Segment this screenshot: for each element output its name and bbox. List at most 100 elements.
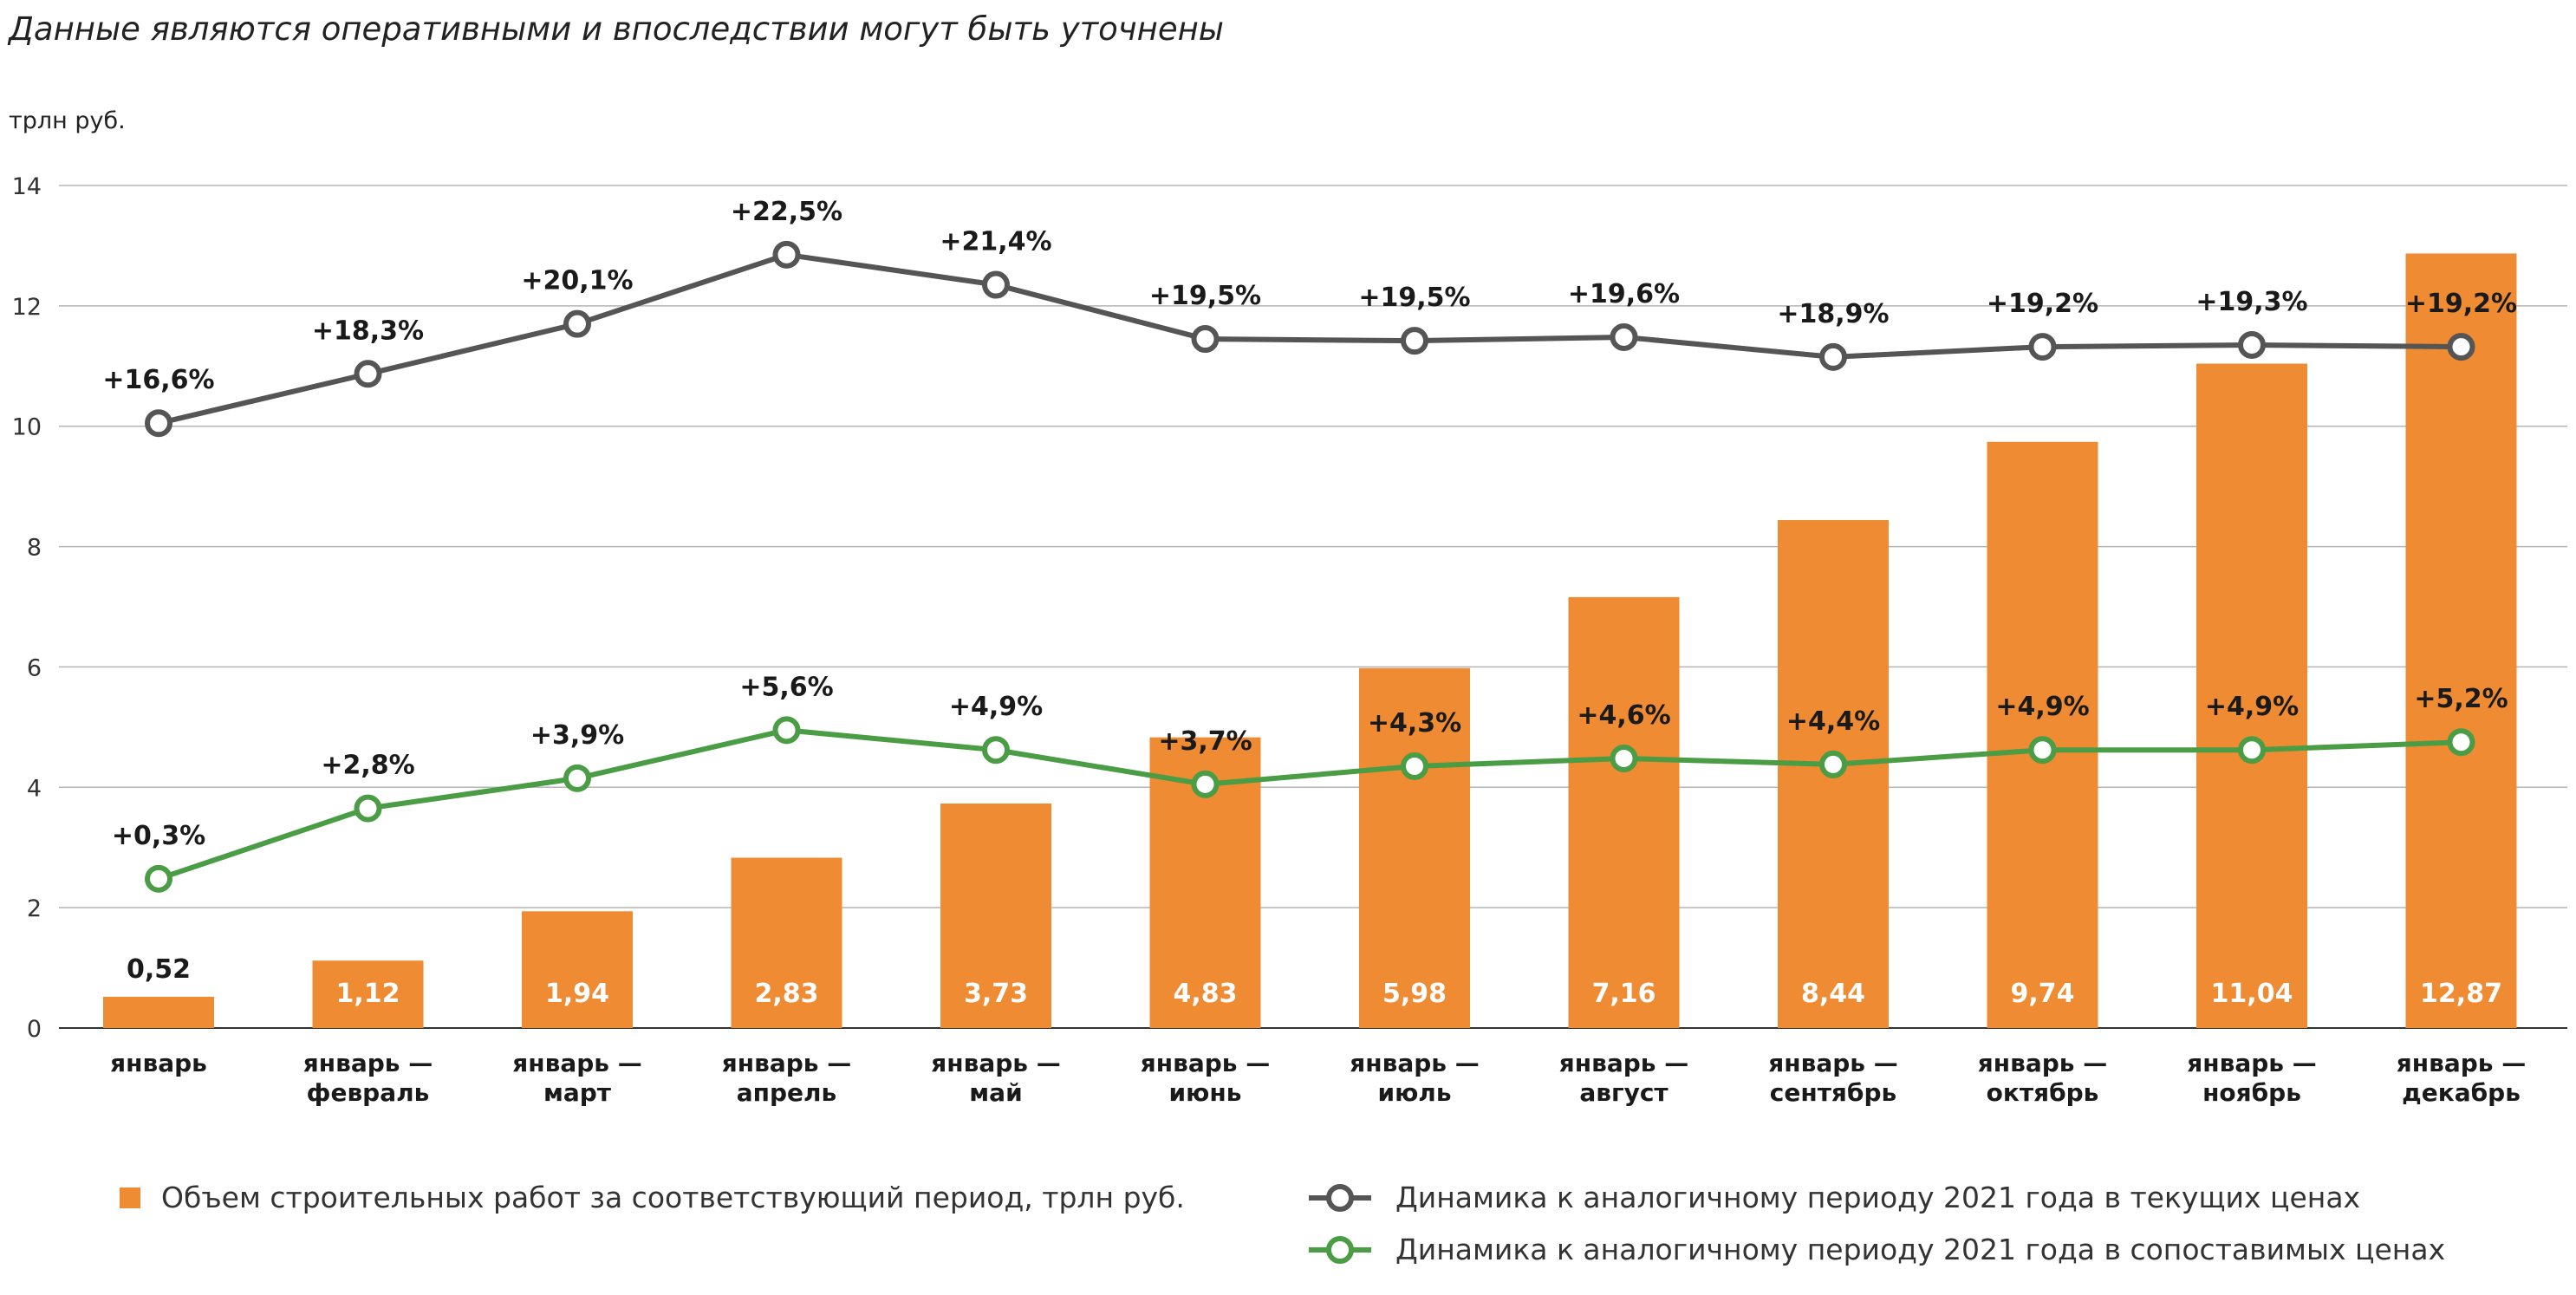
bar-value-label: 4,83 — [1173, 979, 1237, 1009]
x-category-label: июль — [1377, 1078, 1451, 1107]
series-point — [982, 270, 1010, 299]
x-category-label: январь — — [2187, 1049, 2316, 1077]
x-category-label: сентябрь — [1770, 1078, 1896, 1107]
x-category-label: январь — [110, 1049, 207, 1077]
series-point-label: +4,9% — [1995, 692, 2089, 722]
series-point — [145, 864, 172, 893]
series-point — [2447, 333, 2475, 361]
x-category-label: август — [1579, 1078, 1669, 1107]
series-point — [772, 240, 801, 269]
series-point-label: +19,5% — [1358, 283, 1470, 313]
x-category-label: январь — — [1350, 1049, 1479, 1077]
y-tick-label: 6 — [27, 654, 42, 681]
series-point — [2447, 728, 2475, 757]
chart-canvas: 0 2 4 6 8 10 12 14 0,52 1,12 1,94 2,83 3,73 4,83 5,98 7… — [12, 173, 2567, 1107]
bar — [1987, 441, 2098, 1028]
bar — [1568, 596, 1680, 1028]
bar — [731, 857, 842, 1028]
x-category-label: апрель — [737, 1078, 837, 1107]
series-point — [563, 764, 591, 792]
bar-value-label: 0,52 — [127, 954, 191, 985]
series-point — [2028, 736, 2057, 765]
y-tick-label: 8 — [27, 535, 42, 562]
chart-note: Данные являются оперативными и впоследст… — [9, 10, 1225, 48]
series-point-label: +5,2% — [2414, 684, 2508, 714]
x-category-label: январь — — [931, 1049, 1060, 1077]
series-point — [145, 409, 172, 438]
bar-value-label: 12,87 — [2420, 979, 2502, 1009]
x-category-label: июнь — [1169, 1078, 1242, 1107]
x-category-label: январь — — [2397, 1049, 2526, 1077]
x-category-label: декабрь — [2402, 1078, 2521, 1107]
x-category-label: январь — — [303, 1049, 433, 1077]
bar — [522, 911, 633, 1028]
series-point — [982, 736, 1010, 765]
bar-value-label: 3,73 — [964, 979, 1028, 1009]
series-point — [354, 794, 382, 823]
x-category-label: март — [543, 1078, 612, 1107]
x-category-label: январь — — [1768, 1049, 1897, 1077]
legend-current-swatch — [1309, 1183, 1371, 1212]
bar-value-label: 11,04 — [2211, 979, 2293, 1009]
series-point-label: +4,4% — [1786, 706, 1880, 737]
legend-item-current: Динамика к аналогичному периоду 2021 год… — [1307, 1181, 2360, 1214]
series-point-label: +19,2% — [1987, 289, 2098, 319]
x-category-label: январь — — [512, 1049, 641, 1077]
series-point-label: +2,8% — [321, 751, 414, 781]
series-point — [563, 309, 591, 338]
x-category-label: октябрь — [1987, 1078, 2099, 1107]
series-point-label: +4,9% — [949, 692, 1043, 722]
y-tick-label: 10 — [12, 414, 42, 441]
series-point — [1191, 325, 1220, 354]
series-point-label: +20,1% — [521, 266, 633, 296]
series-point — [2028, 333, 2057, 361]
series-point-label: +19,5% — [1149, 281, 1261, 311]
series-point — [1819, 750, 1847, 778]
series-point — [1819, 342, 1847, 371]
y-tick-label: 14 — [12, 173, 42, 200]
series-point — [1610, 322, 1638, 351]
series-point-label: +4,9% — [2205, 692, 2299, 722]
legend-item-comparable: Динамика к аналогичному периоду 2021 год… — [1307, 1233, 2445, 1266]
legend-comparable-label: Динамика к аналогичному периоду 2021 год… — [1395, 1233, 2446, 1266]
y-tick-label: 12 — [12, 294, 42, 321]
legend-current-label: Динамика к аналогичному периоду 2021 год… — [1395, 1181, 2361, 1214]
series-point — [1401, 752, 1428, 780]
x-category-label: январь — — [1978, 1049, 2107, 1077]
bar-value-label: 9,74 — [2010, 979, 2074, 1009]
legend-bar-swatch — [120, 1187, 140, 1208]
y-tick-label: 2 — [27, 895, 42, 922]
series-point-label: +5,6% — [739, 672, 833, 702]
series-point-label: +19,6% — [1568, 279, 1680, 309]
y-tick-label: 0 — [27, 1016, 42, 1043]
legend-item-bars: Объем строительных работ за соответствую… — [120, 1181, 1185, 1214]
bar-value-label: 1,12 — [335, 979, 400, 1009]
bar — [2405, 253, 2517, 1028]
bar — [103, 996, 214, 1028]
series-point-label: +4,3% — [1368, 708, 1461, 739]
x-category-label: январь — — [722, 1049, 851, 1077]
bar-value-label: 8,44 — [1801, 979, 1865, 1009]
x-category-label: май — [969, 1078, 1022, 1107]
bar-value-label: 5,98 — [1382, 979, 1447, 1009]
y-axis-unit-label: трлн руб. — [9, 107, 126, 134]
series-point-label: +4,6% — [1577, 700, 1670, 731]
bar — [1359, 667, 1470, 1028]
series-point-label: +18,3% — [312, 316, 424, 346]
x-category-label: январь — — [1141, 1049, 1270, 1077]
series-point-label: +22,5% — [731, 197, 842, 227]
series-point — [1191, 770, 1220, 798]
x-category-label: февраль — [307, 1078, 430, 1107]
bar-value-label: 7,16 — [1591, 979, 1656, 1009]
x-category-label: ноябрь — [2202, 1078, 2301, 1107]
series-point-label: +21,4% — [940, 227, 1051, 257]
series-point-label: +0,3% — [112, 821, 205, 851]
series-point — [1401, 327, 1428, 355]
series-point — [2238, 736, 2266, 765]
series-point-label: +3,7% — [1158, 726, 1252, 757]
series-point-label: +16,6% — [102, 365, 214, 395]
legend-bars-label: Объем строительных работ за соответствую… — [161, 1181, 1185, 1214]
series-line — [158, 727, 2462, 882]
bar-value-label: 1,94 — [545, 979, 609, 1009]
series-point-label: +3,9% — [530, 720, 624, 751]
